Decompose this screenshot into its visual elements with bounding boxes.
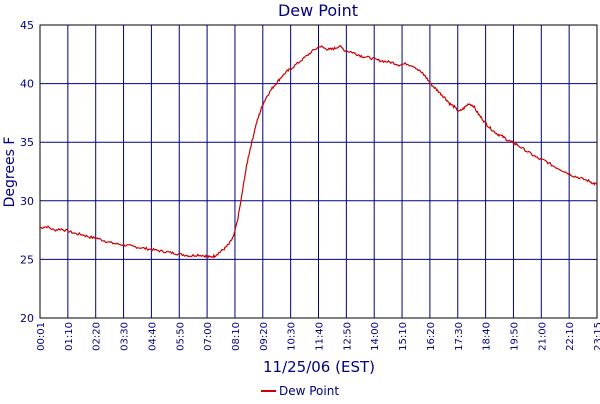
series-layer xyxy=(39,44,598,259)
x-tick-label: 21:00 xyxy=(537,322,548,351)
x-tick-label: 19:50 xyxy=(509,322,520,351)
x-tick-label: 11:40 xyxy=(315,322,326,351)
y-axis-label: Degrees F xyxy=(2,137,18,208)
y-axis-ticks: 20 25 30 35 40 45 xyxy=(20,19,34,325)
x-axis-label: 11/25/06 (EST) xyxy=(263,358,375,376)
x-tick-label: 10:30 xyxy=(287,322,298,351)
y-tick-label: 35 xyxy=(20,136,34,149)
x-tick-label: 01:10 xyxy=(64,322,75,351)
y-tick-label: 45 xyxy=(20,19,34,32)
x-tick-label: 07:00 xyxy=(203,322,214,351)
x-tick-label: 22:10 xyxy=(565,322,576,351)
x-tick-label: 05:50 xyxy=(175,322,186,351)
legend-label: Dew Point xyxy=(279,384,339,398)
x-tick-label: 17:30 xyxy=(454,322,465,351)
x-tick-label: 18:40 xyxy=(482,322,493,351)
x-tick-label: 14:00 xyxy=(370,322,381,351)
y-tick-label: 20 xyxy=(20,312,34,325)
y-tick-label: 25 xyxy=(20,253,34,266)
x-tick-label: 04:40 xyxy=(147,322,158,351)
y-tick-label: 40 xyxy=(20,78,34,91)
x-tick-label: 15:10 xyxy=(398,322,409,351)
x-tick-label: 12:50 xyxy=(342,322,353,351)
x-tick-label: 02:20 xyxy=(92,322,103,351)
legend: Dew Point xyxy=(261,384,339,398)
y-tick-label: 30 xyxy=(20,195,34,208)
x-tick-label: 23:15 xyxy=(593,322,600,351)
x-tick-label: 00:01 xyxy=(36,322,47,351)
grid-lines xyxy=(40,25,597,318)
x-tick-label: 09:20 xyxy=(259,322,270,351)
chart-title: Dew Point xyxy=(278,1,358,20)
x-tick-label: 16:20 xyxy=(426,322,437,351)
x-tick-label: 08:10 xyxy=(231,322,242,351)
x-tick-label: 03:30 xyxy=(120,322,131,351)
x-axis-ticks: 00:01 01:10 02:20 03:30 04:40 05:50 07:00 08:10… xyxy=(36,322,600,351)
series-line-dew-point xyxy=(39,44,598,259)
